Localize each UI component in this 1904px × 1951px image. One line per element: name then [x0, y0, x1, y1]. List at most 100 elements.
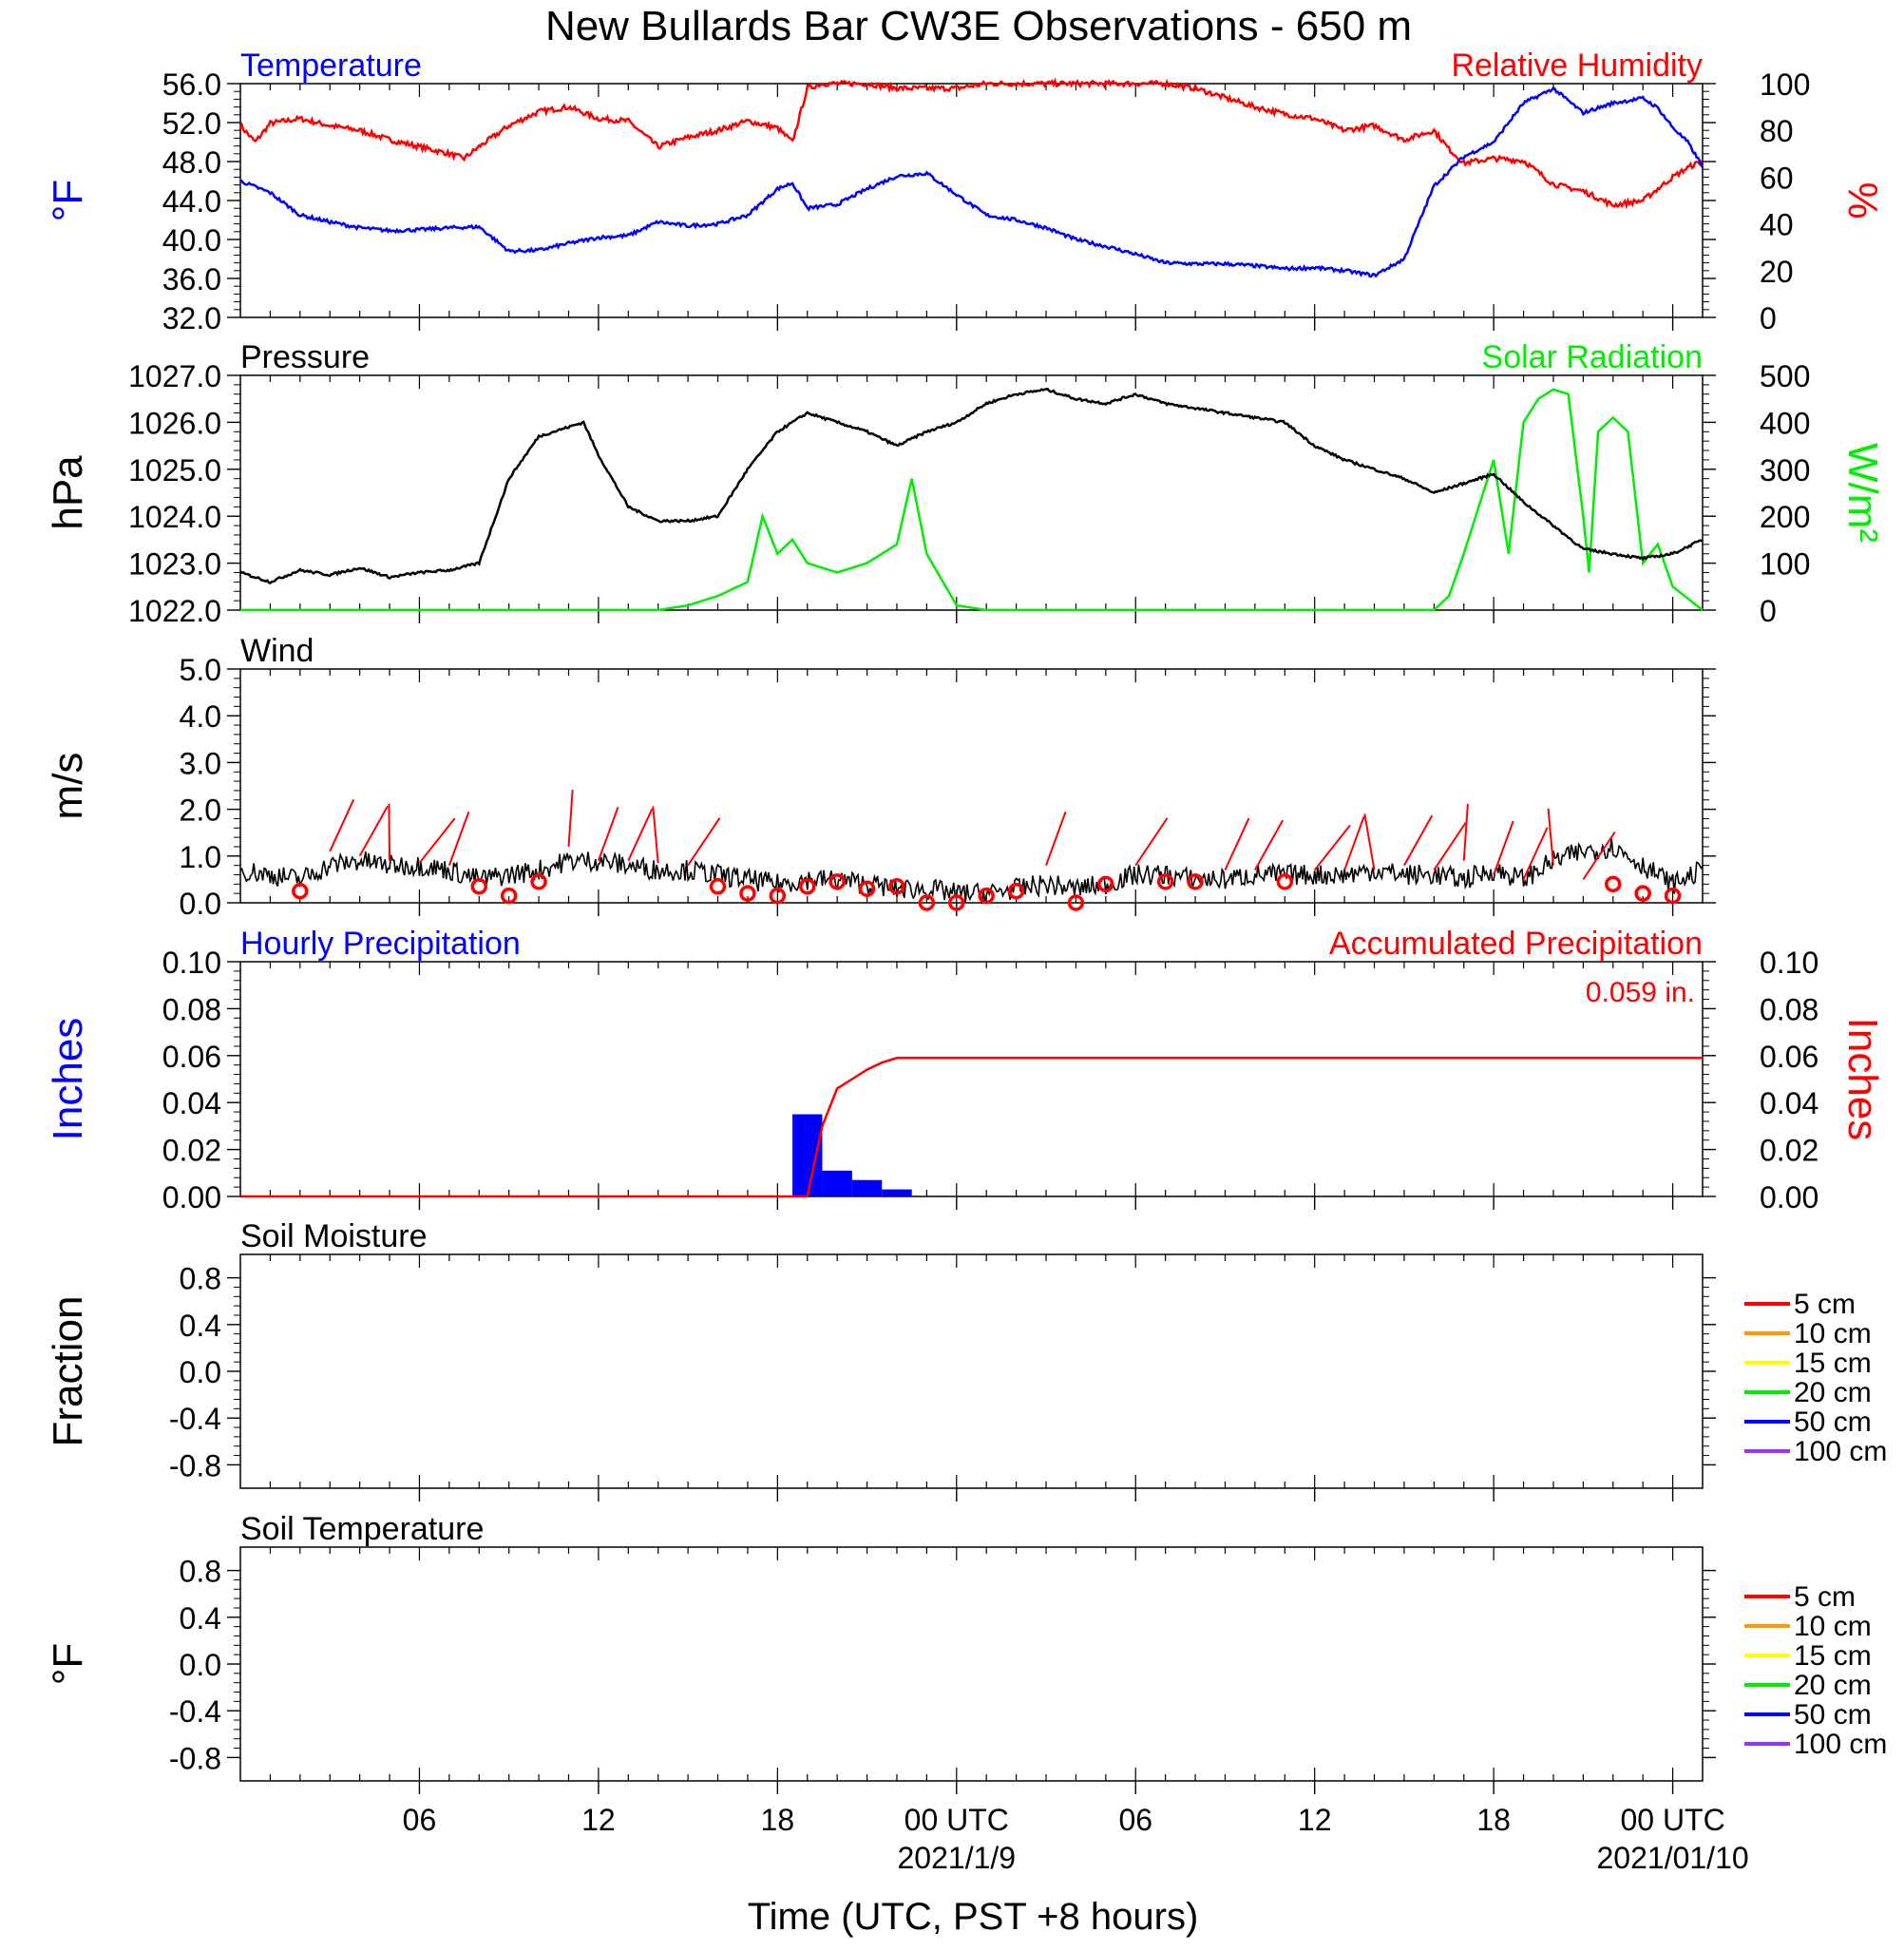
y-tick-label: 4.0 [180, 699, 221, 734]
y-tick-label: 56.0 [162, 67, 221, 102]
wind-calm-marker [1634, 885, 1651, 902]
wind-calm-marker [292, 882, 309, 900]
y-tick-label: 1026.0 [128, 406, 221, 440]
series-relative-humidity [238, 77, 1704, 210]
series-wind-speed [239, 838, 1704, 905]
x-tick-label: 06 [403, 1803, 437, 1837]
wind-barb [627, 808, 654, 862]
y-tick-label: 0.0 [180, 1648, 221, 1682]
wind-calm-marker [858, 880, 876, 897]
legend-label: 5 cm [1794, 1581, 1856, 1613]
wind-barb [329, 798, 355, 852]
legend-label: 100 cm [1794, 1729, 1887, 1760]
y-tick-label: 0.10 [162, 946, 221, 980]
y-tick-label: 0.4 [180, 1601, 221, 1635]
wind-calm-marker [978, 887, 995, 905]
y-tick-label: -0.8 [169, 1448, 221, 1482]
wind-calm-marker [1067, 894, 1085, 911]
x-axis-label: Time (UTC, PST +8 hours) [748, 1896, 1199, 1938]
y-tick-label: 0.02 [162, 1134, 221, 1168]
plot-frame [239, 83, 1704, 318]
panel-left-ylabel: Fraction [45, 1296, 91, 1447]
y-tick-label: 0.06 [162, 1040, 221, 1074]
right-tick-label: 100 [1760, 547, 1810, 582]
wind-calm-marker [500, 887, 518, 905]
wind-barb [1134, 817, 1169, 867]
y-tick-label: 2.0 [180, 794, 221, 828]
wind-barb [1343, 815, 1365, 870]
y-tick-label: 0.04 [162, 1086, 221, 1120]
wind-barb [418, 817, 456, 864]
plot-frame [239, 961, 1704, 1197]
series-solar-radiation [240, 388, 1704, 612]
wind-barb [1045, 811, 1067, 866]
wind-calm-marker [1605, 875, 1622, 893]
hourly-precip-bar [792, 1114, 823, 1196]
wind-calm-marker [769, 887, 787, 905]
wind-barb [597, 807, 619, 862]
panel-soil_moisture: -0.8 -0.4 0.0 0.4 0.8 Soil Moisture Fraction 5 … [45, 1218, 1887, 1502]
y-tick-label: 52.0 [162, 106, 221, 141]
y-tick-label: 1025.0 [128, 453, 221, 488]
wind-barb [1582, 831, 1616, 880]
right-tick-label: 0.04 [1760, 1086, 1818, 1120]
plot-frame [239, 1253, 1704, 1489]
right-tick-label: 80 [1760, 114, 1794, 148]
right-tick-label: 40 [1760, 208, 1794, 242]
panel-right-title: Relative Humidity [1451, 48, 1703, 84]
y-tick-label: -0.4 [169, 1402, 221, 1436]
wind-calm-marker [1276, 873, 1294, 890]
panel-left-ylabel: °F [45, 1643, 91, 1685]
wind-calm-marker [799, 878, 816, 895]
y-tick-label: 3.0 [180, 746, 221, 780]
y-tick-label: 0.8 [180, 1262, 221, 1296]
panel-right-title: Accumulated Precipitation [1329, 926, 1703, 962]
x-date-label: 2021/01/10 [1597, 1841, 1749, 1875]
y-tick-label: 36.0 [162, 262, 221, 296]
panel-left-title: Wind [240, 633, 314, 669]
y-tick-label: 1022.0 [128, 594, 221, 628]
panel-left-ylabel: hPa [45, 455, 91, 530]
legend-label: 20 cm [1794, 1377, 1872, 1408]
y-tick-label: 1023.0 [128, 547, 221, 582]
panel-left-ylabel: °F [45, 180, 91, 221]
y-tick-label: 1027.0 [128, 359, 221, 393]
y-tick-label: 40.0 [162, 223, 221, 258]
wind-calm-marker [470, 878, 488, 895]
y-tick-label: 0.4 [180, 1309, 221, 1343]
y-tick-label: 1.0 [180, 840, 221, 874]
wind-calm-marker [739, 885, 756, 902]
panel-right-ylabel: W/m² [1839, 443, 1886, 543]
x-date-label: 2021/1/9 [898, 1841, 1017, 1875]
legend-label: 50 cm [1794, 1699, 1872, 1731]
hourly-precip-bar [822, 1170, 852, 1196]
wind-barb [1313, 824, 1351, 871]
wind-calm-marker [1007, 882, 1025, 900]
wind-barb [652, 806, 659, 864]
wind-calm-marker [1187, 873, 1204, 890]
panel-pressure_solar: 1022.0 1023.0 1024.0 1025.0 1026.0 1027.0 0 100… [45, 339, 1886, 628]
panel-left-ylabel: m/s [45, 753, 91, 820]
y-tick-label: 0.8 [180, 1555, 221, 1589]
wind-calm-marker [828, 873, 846, 890]
series-pressure [239, 387, 1704, 585]
wind-calm-marker [709, 878, 727, 895]
panel-right-ylabel: % [1839, 182, 1886, 219]
right-tick-label: 60 [1760, 161, 1794, 195]
wind-calm-marker [1097, 875, 1114, 893]
plot-frame [239, 374, 1704, 611]
series-accumulated-precip [240, 1057, 1703, 1198]
figure-title: New Bullards Bar CW3E Observations - 650… [545, 3, 1412, 49]
wind-barb [567, 790, 574, 848]
panel-right-ylabel: Inches [1839, 1018, 1886, 1141]
panel-right-title: Solar Radiation [1482, 339, 1703, 375]
y-tick-label: -0.8 [169, 1741, 221, 1775]
y-tick-label: 32.0 [162, 301, 221, 335]
y-tick-label: 5.0 [180, 653, 221, 687]
y-tick-label: 44.0 [162, 184, 221, 219]
panel-left-ylabel: Inches [45, 1018, 91, 1141]
panel-left-title: Temperature [240, 48, 422, 84]
legend-label: 15 cm [1794, 1640, 1872, 1672]
x-tick-label: 06 [1118, 1803, 1152, 1837]
